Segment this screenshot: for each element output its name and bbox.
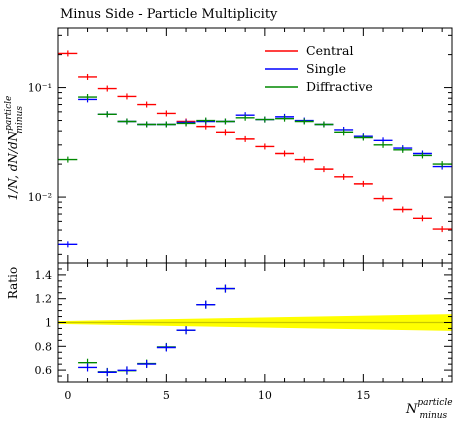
central-point <box>196 123 216 130</box>
x-tick-label: 10 <box>258 389 272 402</box>
x-tick-label: 0 <box>64 389 71 402</box>
diffractive-point <box>235 114 255 121</box>
series-single <box>58 96 452 248</box>
x-tick-label: 5 <box>163 389 170 402</box>
y-axis-title: 1/N, dN/dNparticleminus <box>4 96 25 201</box>
ratio-point-single <box>117 366 137 375</box>
diffractive-point <box>373 141 393 148</box>
diffractive-point <box>58 156 78 163</box>
legend-label-single: Single <box>306 61 346 76</box>
diffractive-point <box>196 117 216 124</box>
central-point <box>235 135 255 142</box>
ratio-y-tick-label: 1.2 <box>35 293 53 306</box>
central-point <box>117 93 137 100</box>
diffractive-point <box>117 118 137 125</box>
x-axis-title: Nparticle minus <box>405 398 453 421</box>
diffractive-point <box>314 121 334 128</box>
central-point <box>353 180 373 187</box>
ratio-point-single <box>78 363 98 372</box>
central-point <box>58 50 78 57</box>
ratio-axis-title: Ratio <box>6 267 20 299</box>
ratio-point-single <box>97 368 117 377</box>
y-tick-label: 10⁻² <box>28 191 52 204</box>
series-central <box>58 50 452 233</box>
central-point <box>215 129 235 136</box>
main-plot-frame <box>57 27 453 264</box>
y-tick-label: 10⁻¹ <box>28 82 52 95</box>
diffractive-point <box>78 94 98 101</box>
ratio-y-tick-label: 0.8 <box>35 340 53 353</box>
diffractive-point <box>137 121 157 128</box>
central-point <box>97 85 117 92</box>
ratio-point-single <box>156 343 176 352</box>
ratio-point-single <box>137 360 157 369</box>
diffractive-point <box>176 120 196 127</box>
ratio-point-single <box>196 300 216 309</box>
diffractive-point <box>255 116 275 123</box>
central-point <box>275 150 295 157</box>
chart-title: Minus Side - Particle Multiplicity <box>60 7 278 22</box>
central-point <box>137 101 157 108</box>
central-point <box>294 156 314 163</box>
central-point <box>334 173 354 180</box>
series-diffractive <box>58 94 452 168</box>
ratio-y-tick-label: 1 <box>45 317 52 330</box>
diffractive-point <box>294 118 314 125</box>
central-point <box>412 215 432 222</box>
diffractive-point <box>97 111 117 118</box>
central-point <box>78 73 98 80</box>
diffractive-point <box>275 115 295 122</box>
central-point <box>156 110 176 117</box>
legend: Central Single Diffractive <box>265 43 373 94</box>
diffractive-point <box>393 146 413 153</box>
ratio-y-tick-label: 0.6 <box>35 364 53 377</box>
ratio-point-single <box>215 284 235 293</box>
diffractive-point <box>215 118 235 125</box>
central-point <box>373 195 393 202</box>
diffractive-point <box>353 134 373 141</box>
ratio-y-tick-label: 1.4 <box>35 269 53 282</box>
single-point <box>58 241 78 248</box>
ratio-point-single <box>176 326 196 335</box>
central-point <box>393 206 413 213</box>
x-tick-label: 15 <box>356 389 370 402</box>
central-point <box>255 143 275 150</box>
diffractive-point <box>334 129 354 136</box>
legend-label-central: Central <box>306 43 353 58</box>
legend-label-diffractive: Diffractive <box>306 79 373 94</box>
central-point <box>314 166 334 173</box>
diffractive-point <box>156 121 176 128</box>
diffractive-point <box>412 152 432 159</box>
diffractive-point <box>432 161 452 168</box>
central-point <box>432 226 452 233</box>
